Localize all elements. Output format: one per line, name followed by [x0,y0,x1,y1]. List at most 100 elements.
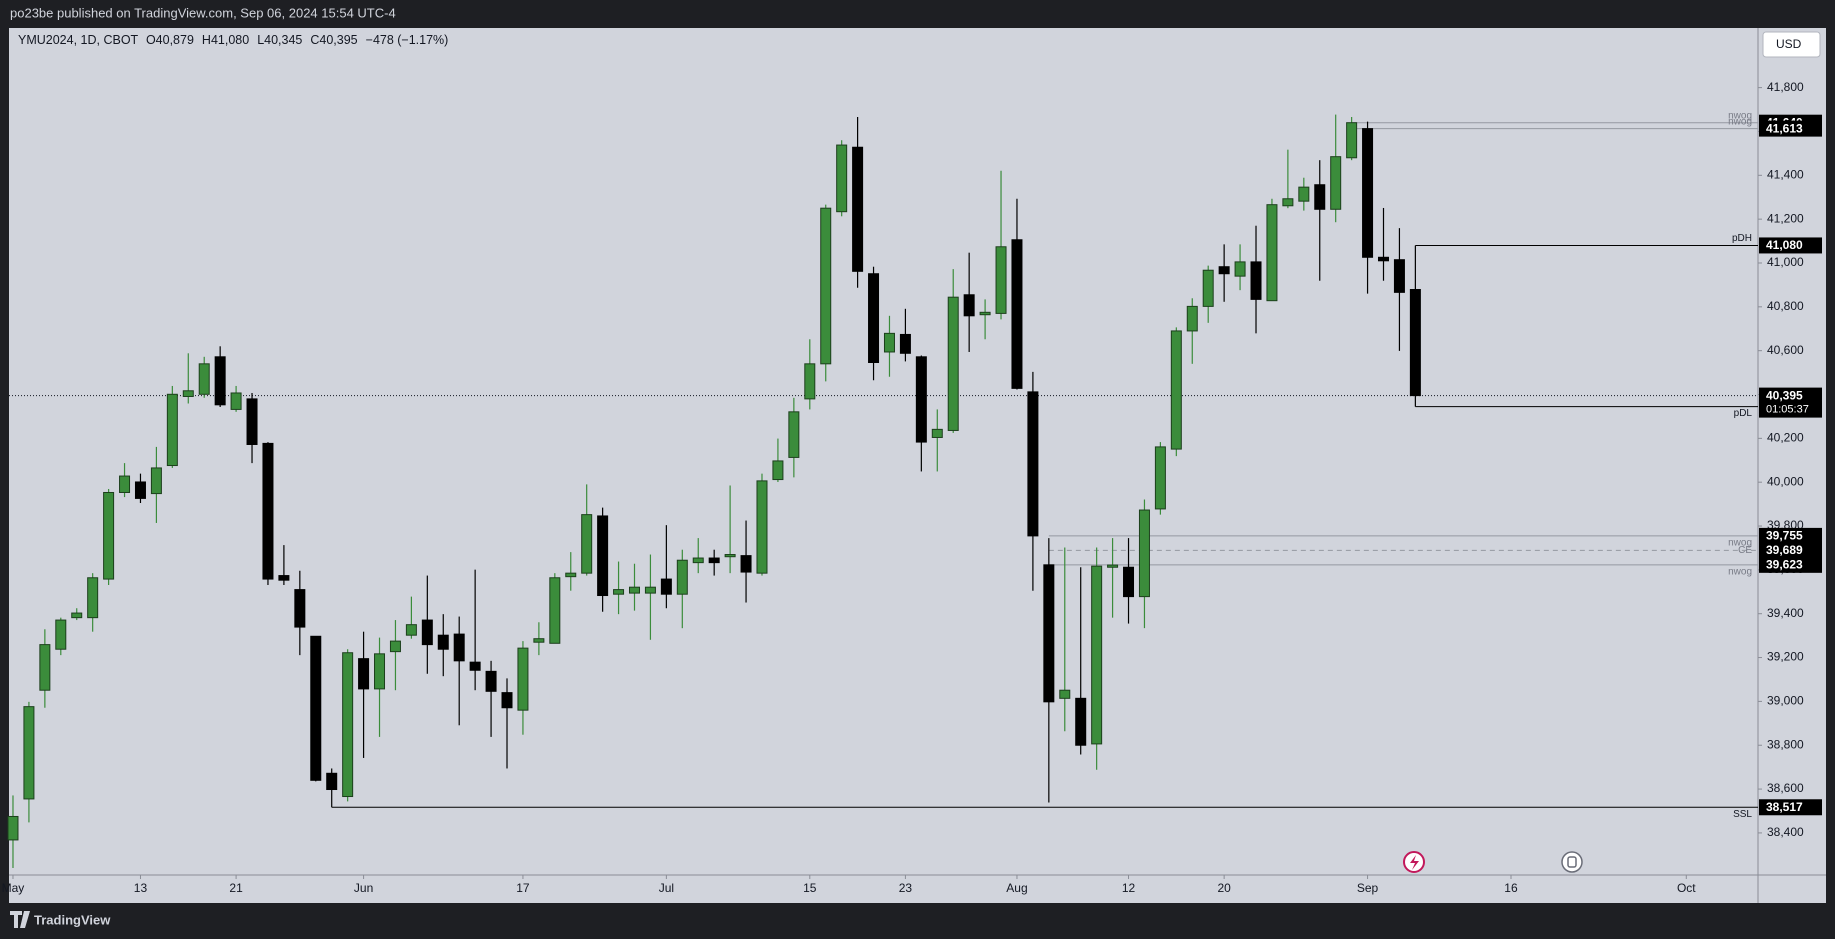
candle-body [1091,565,1103,745]
candle-body [405,624,417,636]
x-tick-label: 13 [134,881,148,895]
y-tick-label: 40,000 [1767,474,1804,488]
y-tick-label: 39,400 [1767,606,1804,620]
candle-body [1059,689,1071,699]
candle-body [39,644,51,691]
candle-body [1154,446,1166,510]
level-price-box [1759,527,1822,544]
candle-body [1409,289,1421,397]
candle-body [517,647,529,711]
candle-body [1218,266,1230,275]
candle-body [485,670,497,692]
publisher: po23be published on TradingView.com, Sep… [10,5,396,20]
ohlc-value: −478 (−1.17%) [366,33,449,47]
level-name: CE [1738,545,1752,556]
x-tick-label: Jul [659,881,674,895]
candle-body [453,633,465,662]
candle-body [628,586,640,594]
candle-body [310,635,322,781]
candle-body [549,577,561,644]
event-icon-glyph [1410,855,1419,870]
candle-body [230,392,242,410]
candle-body [931,428,943,438]
candle-body [581,514,593,574]
candle-body [899,333,911,354]
x-tick-label: 12 [1122,881,1136,895]
x-tick-label: 17 [516,881,530,895]
candle-body [836,144,848,213]
event-icon-glyph [1567,856,1577,868]
candle-body [1266,204,1278,302]
candle-body [1027,391,1039,537]
candle-body [198,363,210,395]
y-tick-label: 39,000 [1767,694,1804,708]
y-tick-label: 41,200 [1767,211,1804,225]
y-tick-label: 38,800 [1767,737,1804,751]
candle-body [1377,256,1389,262]
x-tick-label: Aug [1006,881,1027,895]
candle-body [1330,156,1342,210]
currency[interactable]: USD [1776,37,1802,51]
candle-body [613,589,625,595]
event-icon[interactable] [1561,851,1583,873]
candle-body [71,612,83,619]
candle-body [389,640,401,653]
brand: TradingView [34,912,111,927]
symbol-legend: YMU2024, 1D, CBOT O40,879 H41,080 L40,345 C4… [18,33,448,47]
candle-body [262,442,274,580]
candle-body [119,475,131,493]
candle-body [756,480,768,574]
y-tick-label: 41,800 [1767,80,1804,94]
candle-body [23,706,35,800]
candle-body [1234,261,1246,277]
candle-body [1282,198,1294,207]
candle-body [87,577,99,619]
x-tick-label: May [2,881,25,895]
candle-body [1011,239,1023,389]
level-price-label: 39,755 [1766,529,1803,543]
level-price-label: 41,080 [1766,238,1803,252]
level-price-box [1759,237,1822,254]
candle-body [1250,261,1262,300]
candle-body [788,411,800,458]
candle-body [214,356,226,406]
symbol: YMU2024, 1D, CBOT [18,33,139,47]
candle-body [501,692,513,709]
x-tick-label: Oct [1677,881,1696,895]
candle-body [1123,566,1135,598]
candle-body [278,575,290,581]
y-tick-label: 41,000 [1767,255,1804,269]
candle-body [374,653,386,690]
candle-body [358,658,370,690]
y-tick-label: 38,400 [1767,825,1804,839]
candle-body [1107,564,1119,568]
x-tick-label: 20 [1217,881,1231,895]
level-name: nwog [1728,116,1752,127]
level-name: pDH [1732,233,1752,244]
candle-body [182,390,194,397]
x-tick-label: 16 [1504,881,1518,895]
last-price-box [1759,387,1822,418]
candle-body [644,586,656,594]
y-tick-label: 38,600 [1767,781,1804,795]
level-name: pDL [1734,408,1753,419]
candle-body [437,634,449,650]
candle-body [772,460,784,481]
x-tick-label: Sep [1357,881,1379,895]
candle-body [166,393,178,467]
chart-panel [9,28,1826,903]
candle-body [246,398,258,445]
candle-body [724,554,736,558]
y-tick-label: 41,400 [1767,167,1804,181]
level-name: SSL [1733,809,1752,820]
candle-body [294,589,306,628]
candle-body [676,559,688,595]
level-price-label: 39,623 [1766,557,1803,571]
candle-body [708,557,720,564]
candle-body [103,491,115,580]
currency-button[interactable] [1762,31,1821,58]
candle-body [1202,269,1214,307]
candle-body [342,652,354,798]
